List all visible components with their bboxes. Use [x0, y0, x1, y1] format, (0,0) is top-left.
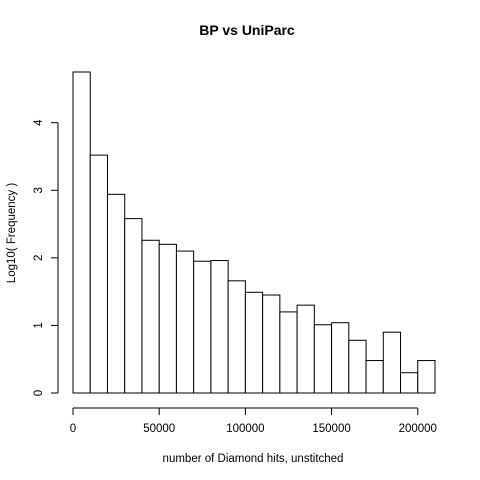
histogram-bar [382, 331, 402, 394]
histogram-bar [124, 218, 143, 394]
histogram-bar [331, 322, 350, 394]
histogram-bar [210, 260, 229, 394]
histogram-bar [262, 294, 281, 394]
histogram-bar [72, 71, 91, 394]
chart-title: BP vs UniParc [199, 22, 295, 38]
histogram-bar [365, 360, 384, 394]
x-axis: 0 50000 100000 150000 200000 [70, 407, 437, 435]
histogram-bar [400, 372, 419, 394]
histogram-bar [89, 154, 108, 394]
histogram-bar [193, 260, 212, 394]
y-tick-label: 0 [33, 390, 45, 396]
histogram-bar [417, 360, 436, 394]
histogram-bar [158, 243, 177, 394]
histogram-bar [244, 291, 264, 394]
histogram-bar [141, 239, 160, 394]
x-tick-label: 50000 [143, 423, 175, 435]
bars-group [72, 71, 436, 394]
histogram-bar [348, 339, 367, 394]
histogram-bar [313, 324, 333, 394]
y-tick-label: 1 [33, 322, 45, 328]
y-tick-label: 4 [33, 119, 45, 126]
histogram-bar [279, 311, 298, 394]
histogram-bar [227, 280, 246, 394]
y-tick-label: 2 [33, 255, 45, 261]
x-tick-label: 0 [70, 423, 76, 435]
y-axis-label: Log10( Frequency ) [6, 183, 18, 284]
x-tick-label: 100000 [226, 423, 264, 435]
y-tick-label: 3 [33, 187, 45, 193]
histogram-bar [175, 250, 195, 394]
x-tick-label: 200000 [399, 423, 437, 435]
y-axis: 0 1 2 3 4 [33, 119, 59, 396]
x-tick-label: 150000 [312, 423, 350, 435]
histogram-bar [296, 304, 315, 394]
x-axis-label: number of Diamond hits, unstitched [163, 453, 344, 465]
histogram-bar [106, 193, 126, 394]
